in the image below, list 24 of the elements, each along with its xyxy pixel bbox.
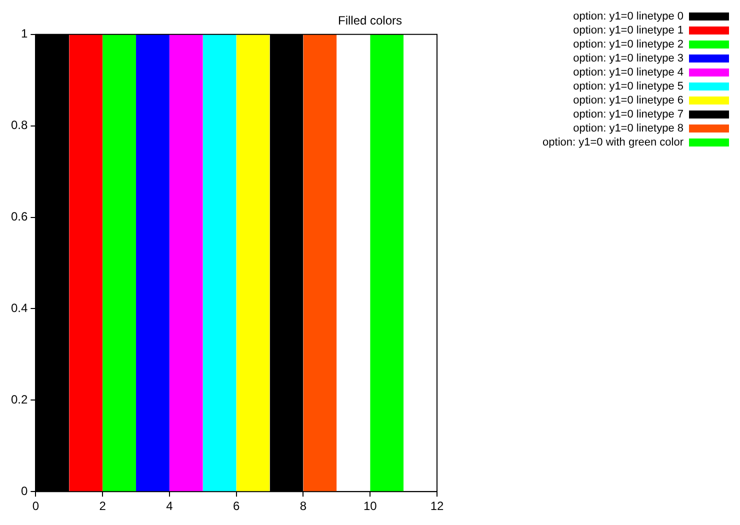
- y-tick-label: 0: [20, 484, 28, 498]
- legend-label: option: y1=0 linetype 2: [573, 38, 684, 51]
- legend-label: option: y1=0 linetype 7: [573, 108, 684, 121]
- legend-label: option: y1=0 linetype 0: [573, 10, 684, 23]
- chart-title: Filled colors: [338, 14, 402, 28]
- x-tick-label: 12: [430, 499, 444, 514]
- x-tick-label: 4: [166, 499, 174, 514]
- legend-label: option: y1=0 linetype 3: [573, 52, 684, 65]
- y-tick-label: 1: [20, 26, 28, 41]
- x-tick-label: 2: [99, 499, 106, 514]
- legend-label: option: y1=0 linetype 5: [573, 80, 684, 93]
- legend-label: option: y1=0 linetype 1: [573, 24, 684, 37]
- x-tick-label: 0: [32, 499, 40, 514]
- legend-label: option: y1=0 linetype 6: [573, 94, 684, 107]
- y-tick-label: 0.6: [10, 210, 28, 224]
- y-tick-label: 0.8: [10, 118, 28, 132]
- x-tick-label: 10: [363, 499, 378, 514]
- x-tick-label: 6: [232, 499, 240, 514]
- x-tick-label: 8: [300, 499, 307, 514]
- legend-label: option: y1=0 linetype 8: [573, 122, 684, 135]
- y-tick-label: 0.4: [10, 301, 28, 316]
- y-tick-label: 0.2: [10, 392, 28, 406]
- legend-label: option: y1=0 with green color: [542, 136, 684, 149]
- legend-label: option: y1=0 linetype 4: [573, 66, 684, 79]
